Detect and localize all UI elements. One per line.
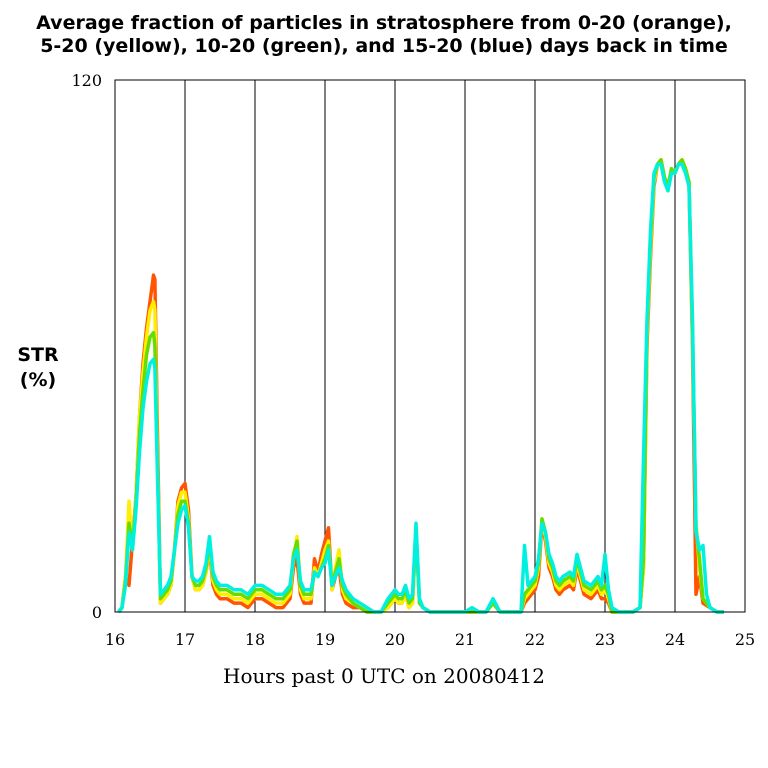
chart-title-line-1: Average fraction of particles in stratos… — [36, 12, 732, 34]
series-line-15-20 — [117, 162, 724, 614]
x-tick-label: 23 — [595, 630, 615, 649]
x-tick-label: 20 — [385, 630, 405, 649]
y-axis-label-line-2: (%) — [20, 369, 56, 391]
y-axis-tick-labels: 0 120 — [71, 71, 102, 622]
x-tick-label: 22 — [525, 630, 545, 649]
y-axis-label-line-1: STR — [17, 344, 59, 366]
y-axis-label: STR (%) — [17, 344, 59, 391]
chart-title-line-2: 5-20 (yellow), 10-20 (green), and 15-20 … — [40, 35, 728, 57]
y-tick-label: 120 — [71, 71, 102, 90]
plot-area-frame — [114, 79, 746, 613]
x-tick-label: 21 — [455, 630, 475, 649]
x-tick-label: 25 — [735, 630, 755, 649]
x-tick-label: 24 — [665, 630, 685, 649]
vertical-gridlines — [184, 80, 676, 612]
x-tick-label: 16 — [105, 630, 125, 649]
x-axis-label: Hours past 0 UTC on 20080412 — [223, 664, 545, 688]
x-tick-label: 19 — [315, 630, 335, 649]
chart-title: Average fraction of particles in stratos… — [36, 12, 732, 57]
x-tick-label: 17 — [175, 630, 195, 649]
series-lines — [117, 158, 724, 614]
x-axis-tick-labels: 16 17 18 19 20 21 22 23 24 25 — [105, 630, 755, 649]
x-tick-label: 18 — [245, 630, 265, 649]
y-tick-label: 0 — [92, 603, 102, 622]
